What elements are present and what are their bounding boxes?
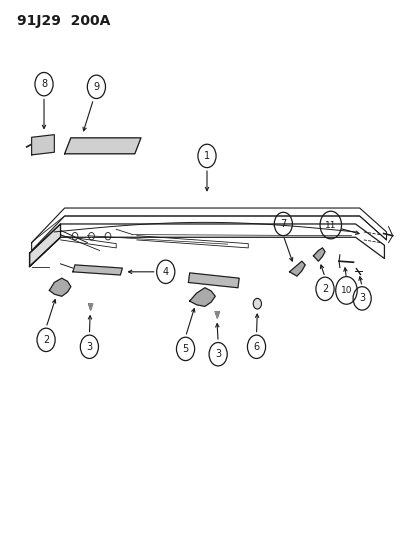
Text: 10: 10 xyxy=(340,286,351,295)
Polygon shape xyxy=(73,265,122,275)
Polygon shape xyxy=(49,278,71,296)
Text: 6: 6 xyxy=(253,342,259,352)
Text: 3: 3 xyxy=(86,342,92,352)
Polygon shape xyxy=(313,248,324,261)
Polygon shape xyxy=(289,261,304,276)
Circle shape xyxy=(253,298,261,309)
Polygon shape xyxy=(64,138,141,154)
Text: 4: 4 xyxy=(162,267,169,277)
Text: 11: 11 xyxy=(324,221,336,230)
Text: 91J29  200A: 91J29 200A xyxy=(17,14,110,28)
Text: 5: 5 xyxy=(182,344,188,354)
Polygon shape xyxy=(189,288,215,306)
Polygon shape xyxy=(31,135,54,155)
Polygon shape xyxy=(215,312,219,318)
Text: 1: 1 xyxy=(204,151,209,161)
Text: 9: 9 xyxy=(93,82,99,92)
Text: 3: 3 xyxy=(215,349,221,359)
Text: 2: 2 xyxy=(43,335,49,345)
Text: 2: 2 xyxy=(321,284,328,294)
Polygon shape xyxy=(29,224,60,266)
Text: 7: 7 xyxy=(280,219,286,229)
Polygon shape xyxy=(188,273,239,288)
Text: 3: 3 xyxy=(358,293,364,303)
Polygon shape xyxy=(88,304,93,310)
Text: 8: 8 xyxy=(41,79,47,89)
